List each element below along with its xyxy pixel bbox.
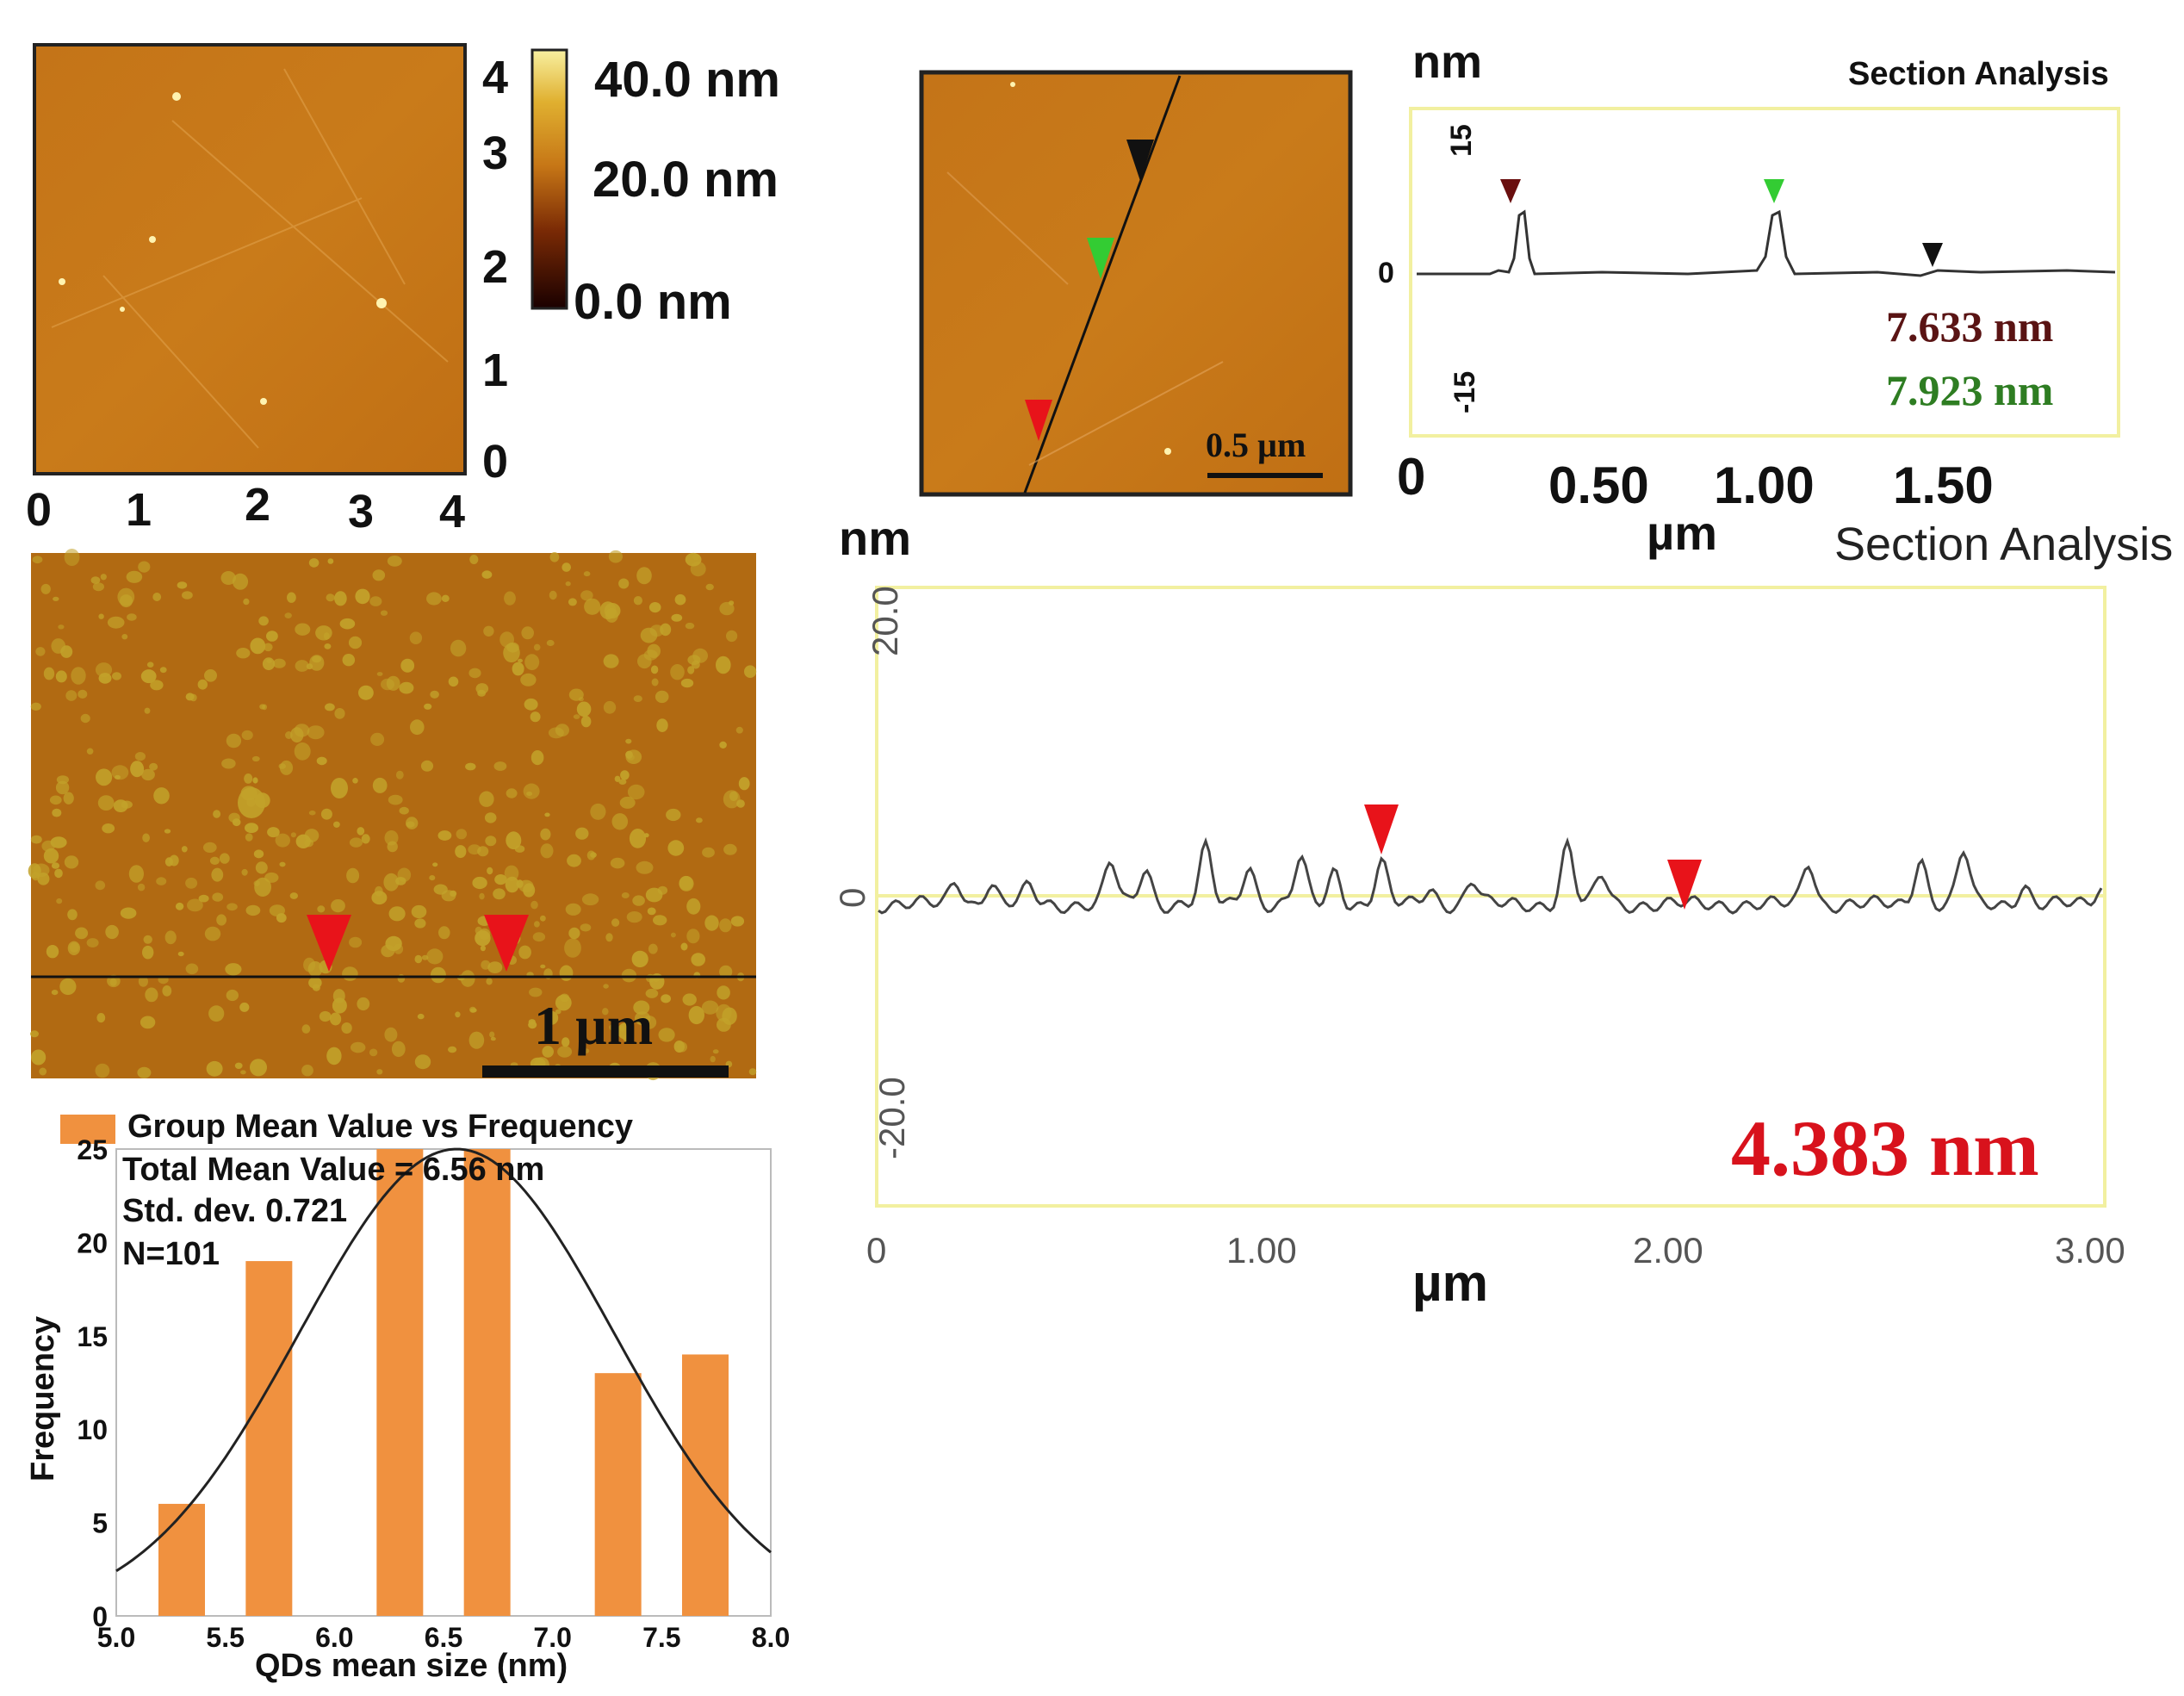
marker-green: [1764, 179, 1784, 203]
y-tick-label: 5: [92, 1508, 108, 1539]
stats-n: N=101: [122, 1236, 220, 1272]
afm-image-1-surface: [33, 43, 467, 475]
afm1-y-tick: 4: [482, 52, 508, 103]
chart-legend-title: Group Mean Value vs Frequency: [127, 1109, 633, 1145]
section-large-y-tick: -20.0: [872, 1077, 912, 1159]
histogram-bar: [376, 1149, 424, 1616]
section-analysis-large: nm Section Analysis 20.0 0 -20.0 4.383 n…: [832, 511, 2173, 1312]
afm-image-3: 1 µm: [28, 549, 757, 1081]
section-line: [1023, 75, 1182, 494]
section-analysis-small: nm Section Analysis 15 0 -15 7.633 nm 7.…: [1378, 36, 2120, 560]
histogram-bar: [594, 1373, 642, 1616]
afm-image-1-particles: [59, 92, 387, 405]
afm-image-2: 0.5 µm: [919, 70, 1353, 497]
marker-black: [1922, 243, 1943, 267]
section-large-x-tick: 0: [866, 1230, 886, 1270]
afm1-x-tick: 3: [348, 486, 374, 537]
section-large-x-tick: 1.00: [1226, 1230, 1297, 1270]
plot-area: [115, 1148, 772, 1617]
marker-darkred: [1500, 179, 1521, 203]
afm-colorbar: [530, 48, 568, 310]
section-large-title: Section Analysis: [1834, 519, 2173, 570]
y-tick-label: 0: [92, 1601, 108, 1632]
marker-green: [1087, 238, 1114, 279]
marker-red: [307, 915, 351, 972]
section-large-x-tick: 3.00: [2055, 1230, 2125, 1270]
y-tick-label: 25: [77, 1134, 108, 1165]
section-large-y-tick: 0: [832, 888, 872, 908]
afm1-y-tick: 3: [482, 127, 508, 179]
gaussian-fit-curve: [115, 1147, 772, 1573]
x-tick-label: 6.0: [315, 1622, 353, 1653]
scale-label-0-5um: 0.5 µm: [1206, 426, 1306, 464]
histogram-bar: [463, 1149, 511, 1616]
section-small-x-tick: 0.50: [1548, 457, 1649, 514]
x-tick-label: 8.0: [752, 1622, 790, 1653]
y-tick-label: 20: [77, 1227, 108, 1258]
afm1-x-tick: 1: [126, 484, 152, 536]
afm-image-3-particles: [28, 549, 757, 1081]
section-large-x-unit: µm: [1412, 1254, 1488, 1312]
marker-red: [1025, 400, 1052, 441]
section-small-y-unit: nm: [1412, 36, 1482, 88]
x-tick-label: 5.5: [206, 1622, 244, 1653]
section-small-x-unit: µm: [1647, 506, 1717, 560]
section-small-x-tick: 1.00: [1714, 457, 1815, 514]
section-small-profile: [1417, 209, 2116, 277]
histogram-bar: [682, 1354, 729, 1616]
section-large-x-tick: 2.00: [1633, 1230, 1703, 1270]
marker-red: [484, 915, 529, 972]
stats-mean: Total Mean Value = 6.56 nm: [122, 1152, 544, 1188]
histogram-bar: [158, 1503, 205, 1616]
y-tick-label: 10: [77, 1414, 108, 1445]
histogram-chart: Group Mean Value vs Frequency 0 5 10 15 20 25…: [25, 1109, 790, 1684]
histogram-bar: [245, 1261, 293, 1616]
x-tick-label: 7.0: [533, 1622, 571, 1653]
afm1-y-tick: 0: [482, 436, 508, 488]
colorbar-max-label: 40.0 nm: [594, 52, 780, 108]
section-small-title: Section Analysis: [1848, 56, 2109, 92]
marker-red: [1364, 805, 1399, 854]
stats-stddev: Std. dev. 0.721: [122, 1193, 347, 1229]
x-axis-label: QDs mean size (nm): [255, 1648, 568, 1684]
section-large-y-unit: nm: [839, 511, 911, 565]
marker-black: [1126, 140, 1154, 181]
afm1-y-tick: 1: [482, 345, 508, 396]
section-small-y-tick: -15: [1449, 371, 1481, 413]
afm1-y-tick: 2: [482, 241, 508, 293]
y-tick-label: 15: [77, 1321, 108, 1352]
section-small-x-tick: 0: [1397, 448, 1425, 506]
afm-image-1-fibers: [51, 68, 449, 449]
section-large-y-tick: 20.0: [865, 586, 905, 656]
colorbar-mid-label: 20.0 nm: [593, 152, 779, 208]
section-small-value-1: 7.633 nm: [1886, 302, 2053, 351]
afm1-x-tick: 2: [245, 479, 270, 531]
section-small-value-2: 7.923 nm: [1886, 366, 2053, 414]
section-large-value: 4.383 nm: [1731, 1104, 2039, 1192]
y-axis-label: Frequency: [25, 1316, 61, 1482]
section-large-profile: [878, 836, 2103, 915]
afm1-x-tick: 4: [439, 486, 465, 537]
x-tick-label: 5.0: [97, 1622, 135, 1653]
section-small-y-tick: 0: [1378, 257, 1394, 289]
afm1-x-tick: 0: [26, 484, 52, 536]
colorbar-min-label: 0.0 nm: [574, 274, 732, 330]
x-tick-label: 7.5: [642, 1622, 680, 1653]
section-small-frame: [1409, 107, 2120, 438]
marker-red: [1667, 860, 1702, 910]
afm-image-1: 40.0 nm 20.0 nm 0.0 nm 4 3 2 1 0 0 1 2 3…: [26, 43, 780, 537]
section-small-y-tick: 15: [1445, 124, 1478, 157]
x-tick-label: 6.5: [425, 1622, 462, 1653]
legend-swatch: [60, 1115, 115, 1144]
section-small-x-tick: 1.50: [1893, 457, 1994, 514]
scale-label-1um: 1 µm: [534, 995, 653, 1056]
